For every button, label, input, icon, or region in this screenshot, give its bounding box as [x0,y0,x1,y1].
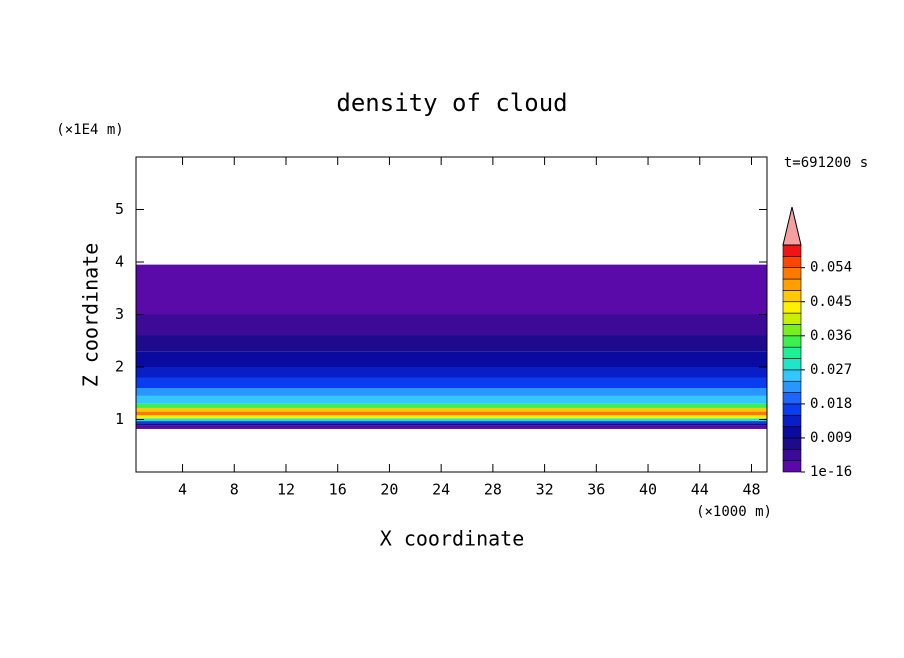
x-tick-label: 44 [691,481,709,499]
colorbar-box [782,403,802,416]
chart-title: density of cloud [336,89,567,117]
y-tick-label: 5 [115,200,124,218]
colorbar-box [782,346,802,359]
x-tick-label: 12 [277,481,295,499]
colorbar-box [782,358,802,371]
y-tick-label: 1 [115,410,124,428]
colorbar-box [782,380,802,393]
x-unit: (×1000 m) [696,504,772,520]
contour-band [136,314,767,336]
contour-band [136,415,767,419]
colorbar-box [782,369,802,382]
y-tick-label: 3 [115,305,124,323]
colorbar-box [782,460,802,473]
x-tick-label: 24 [432,481,450,499]
contour-band [136,407,767,412]
contour-band [136,423,767,426]
colorbar-box [782,267,802,280]
x-tick-label: 32 [536,481,554,499]
colorbar-extension [782,206,802,246]
colorbar-box [782,312,802,325]
contour-band [136,367,767,378]
colorbar-tick-label: 0.018 [810,396,852,412]
colorbar-tick-label: 0.045 [810,294,852,310]
y-tick-label: 2 [115,358,124,376]
colorbar-tick-label: 0.054 [810,260,852,276]
contour-band [136,388,767,396]
colorbar-box [782,448,802,461]
contour-band [136,351,767,367]
contour-band [136,377,767,388]
colorbar-box [782,278,802,291]
colorbar-box [782,414,802,427]
x-tick-label: 48 [742,481,760,499]
y-unit: (×1E4 m) [56,122,123,138]
colorbar-tick-label: 0.009 [810,430,852,446]
x-tick-label: 4 [178,481,187,499]
contour-band [136,335,767,352]
x-tick-label: 16 [329,481,347,499]
colorbar-box [782,437,802,450]
contour-band [136,421,767,424]
colorbar-tick-label: 0.027 [810,362,852,378]
contour-band [136,264,767,315]
colorbar-box [782,335,802,348]
colorbar-tick-label: 1e-16 [810,464,852,480]
contour-band [136,425,767,429]
annotation: t=691200 s [784,155,868,171]
y-axis-label: Z coordinate [79,243,103,388]
colorbar-box [782,301,802,314]
contour-band [136,418,767,422]
x-tick-label: 20 [380,481,398,499]
colorbar-tick-label: 0.036 [810,328,852,344]
y-tick-label: 4 [115,253,124,271]
colorbar-box [782,244,802,257]
x-tick-label: 36 [587,481,605,499]
x-tick-label: 40 [639,481,657,499]
x-axis-label: X coordinate [380,527,525,551]
x-tick-label: 8 [230,481,239,499]
colorbar-box [782,290,802,303]
x-tick-label: 28 [484,481,502,499]
colorbar-box [782,324,802,337]
colorbar-box [782,392,802,405]
contour-band [136,403,767,408]
colorbar-box [782,256,802,269]
contour-band [136,395,767,404]
contour-band [136,411,767,416]
colorbar-box [782,426,802,439]
